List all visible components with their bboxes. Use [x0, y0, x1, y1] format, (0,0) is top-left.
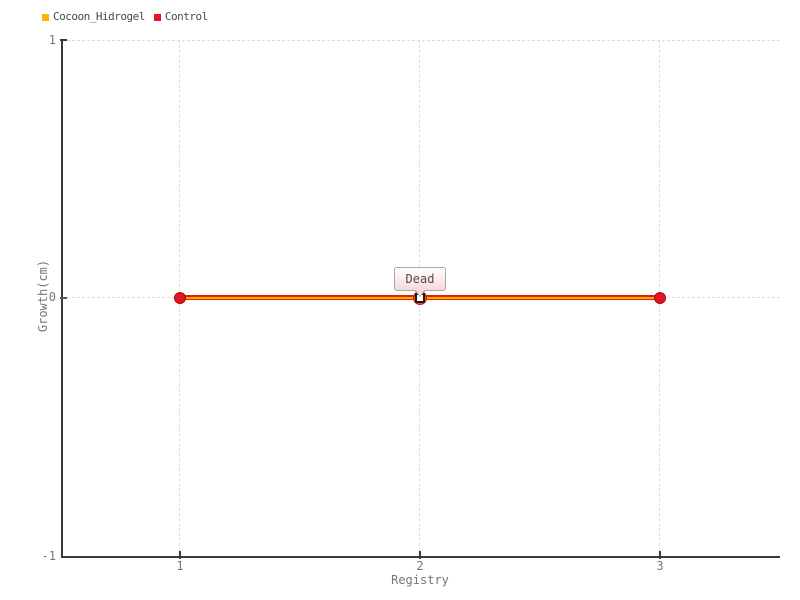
data-point-marker-x3[interactable]: [654, 292, 666, 304]
x-tick-label: 3: [656, 559, 664, 573]
y-axis: [61, 40, 63, 558]
legend-item-cocoon-hidrogel[interactable]: Cocoon_Hidrogel: [42, 10, 145, 23]
tooltip-text: Dead: [405, 272, 435, 286]
y-tick-label: 0: [48, 290, 56, 304]
legend: Cocoon_Hidrogel Control: [42, 10, 208, 23]
y-axis-title: Growth(cm): [36, 259, 50, 333]
y-tick: [60, 297, 67, 299]
x-axis-title: Registry: [391, 573, 449, 587]
legend-label: Control: [164, 10, 208, 23]
y-tick-label: 1: [48, 33, 56, 47]
y-tick-label: -1: [41, 549, 56, 563]
x-tick: [179, 551, 181, 559]
x-tick-label: 2: [416, 559, 424, 573]
legend-swatch-icon: [153, 14, 161, 21]
x-tick: [659, 551, 661, 559]
gridline-horizontal-y1: [62, 40, 780, 41]
tooltip-pointer-icon: [415, 289, 425, 296]
tooltip: Dead: [394, 267, 446, 291]
x-tick-label: 1: [176, 559, 184, 573]
legend-label: Cocoon_Hidrogel: [53, 10, 145, 23]
y-tick: [60, 39, 67, 41]
data-point-marker-x1[interactable]: [174, 292, 186, 304]
legend-swatch-icon: [42, 14, 49, 21]
x-tick: [419, 551, 421, 559]
legend-item-control[interactable]: Control: [153, 10, 208, 23]
